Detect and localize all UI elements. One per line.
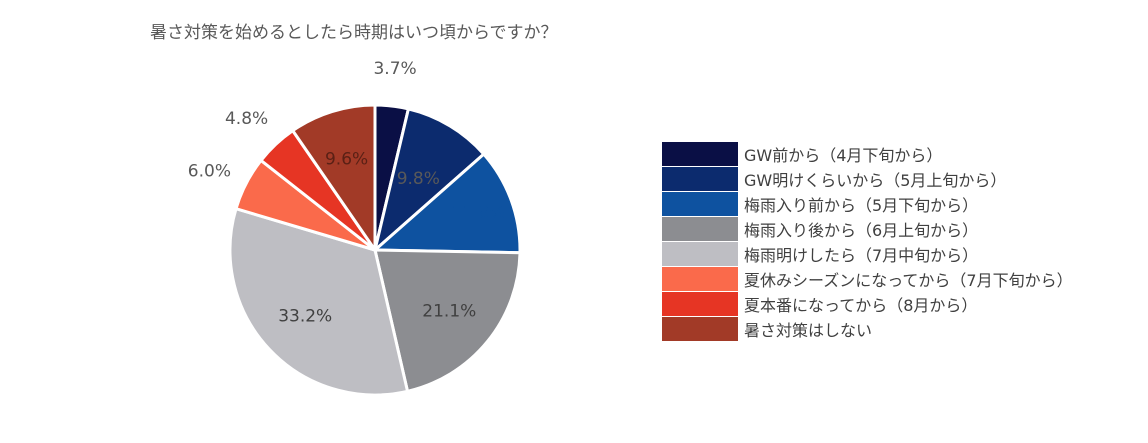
slice-label: 33.2% xyxy=(278,307,332,327)
legend-label: 梅雨入り後から（6月上旬から） xyxy=(744,220,979,240)
legend-item: 梅雨入り前から（5月下旬から） xyxy=(662,191,1073,216)
legend-item: 夏休みシーズンになってから（7月下旬から） xyxy=(662,266,1073,291)
pie-slice xyxy=(228,206,410,397)
legend-swatch xyxy=(662,191,738,216)
slice-label: 6.0% xyxy=(188,162,231,182)
legend-item: 梅雨明けしたら（7月中旬から） xyxy=(662,241,1073,266)
slice-label: 11.8% xyxy=(451,203,505,223)
legend-label: 暑さ対策はしない xyxy=(744,320,873,340)
legend: GW前から（4月下旬から） GW明けくらいから（5月上旬から） 梅雨入り前から（5月… xyxy=(662,141,1073,341)
legend-swatch xyxy=(662,316,738,341)
legend-label: 夏本番になってから（8月から） xyxy=(744,295,978,315)
legend-swatch xyxy=(662,241,738,266)
pie-slice xyxy=(373,248,522,394)
legend-item: GW明けくらいから（5月上旬から） xyxy=(662,166,1073,191)
legend-swatch xyxy=(662,266,738,291)
legend-label: 梅雨明けしたら（7月中旬から） xyxy=(744,245,979,265)
legend-item: 暑さ対策はしない xyxy=(662,316,1073,341)
slice-label: 3.7% xyxy=(373,59,416,79)
slice-label: 9.8% xyxy=(397,169,440,189)
legend-item: GW前から（4月下旬から） xyxy=(662,141,1073,166)
legend-swatch xyxy=(662,216,738,241)
pie-slice xyxy=(371,151,522,255)
pie-slice xyxy=(290,103,377,255)
legend-swatch xyxy=(662,141,738,166)
legend-swatch xyxy=(662,166,738,191)
legend-label: GW明けくらいから（5月上旬から） xyxy=(744,170,1007,190)
chart-title: 暑さ対策を始めるとしたら時期はいつ頃からですか？ xyxy=(150,23,558,43)
legend-label: GW前から（4月下旬から） xyxy=(744,145,943,165)
slice-label: 9.6% xyxy=(325,150,368,170)
slice-label: 21.1% xyxy=(422,301,476,321)
slice-label: 4.8% xyxy=(225,109,268,129)
legend-item: 梅雨入り後から（6月上旬から） xyxy=(662,216,1073,241)
pie-slice xyxy=(372,107,486,255)
legend-item: 夏本番になってから（8月から） xyxy=(662,291,1073,316)
legend-swatch xyxy=(662,291,738,316)
legend-label: 梅雨入り前から（5月下旬から） xyxy=(744,195,979,215)
legend-label: 夏休みシーズンになってから（7月下旬から） xyxy=(744,270,1073,290)
